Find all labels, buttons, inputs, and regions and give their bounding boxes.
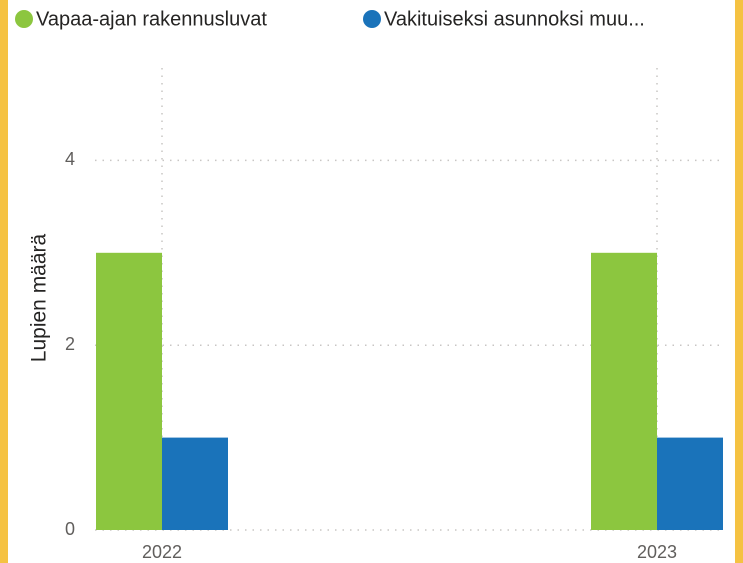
legend-marker: [363, 10, 381, 28]
y-tick-label: 0: [65, 519, 75, 539]
y-tick-label: 2: [65, 334, 75, 354]
x-tick-label: 2022: [142, 542, 182, 562]
legend-marker: [15, 10, 33, 28]
bar: [162, 437, 228, 530]
y-axis-title: Lupien määrä: [28, 233, 51, 362]
legend-label: Vapaa-ajan rakennusluvat: [36, 8, 267, 30]
legend-label: Vakituiseksi asunnoksi muu...: [384, 8, 645, 30]
bar: [96, 252, 162, 531]
bar: [591, 252, 657, 531]
x-tick-label: 2023: [637, 542, 677, 562]
frame-left: [0, 0, 8, 563]
y-tick-label: 4: [65, 149, 75, 169]
frame-right: [735, 0, 743, 563]
bar: [657, 437, 723, 530]
